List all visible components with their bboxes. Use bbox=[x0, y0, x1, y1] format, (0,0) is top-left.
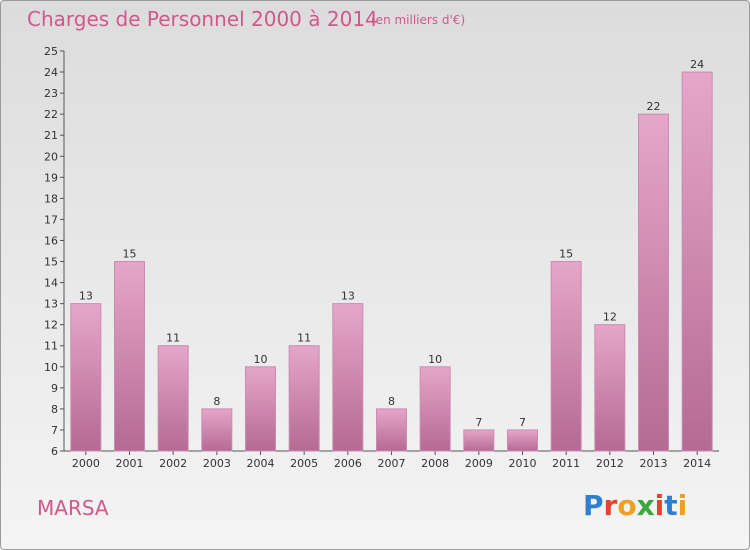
logo-letter: t bbox=[664, 489, 678, 522]
bar-2011 bbox=[550, 261, 582, 452]
bar-2007 bbox=[376, 408, 407, 452]
data-label-2012: 12 bbox=[603, 311, 617, 324]
chart-title: Charges de Personnel 2000 à 2014 bbox=[27, 7, 378, 31]
bar-2003 bbox=[201, 408, 233, 452]
data-label-2008: 10 bbox=[428, 353, 442, 366]
y-tick-label: 17 bbox=[44, 213, 58, 226]
data-label-2005: 11 bbox=[297, 332, 311, 345]
x-tick-label-2014: 2014 bbox=[683, 457, 711, 470]
y-tick-label: 10 bbox=[44, 361, 58, 374]
bar-2008 bbox=[419, 366, 451, 452]
y-tick-label: 12 bbox=[44, 319, 58, 332]
y-tick-label: 9 bbox=[51, 382, 58, 395]
y-tick-label: 18 bbox=[44, 192, 58, 205]
x-tick-label-2009: 2009 bbox=[465, 457, 493, 470]
bar-2012 bbox=[594, 324, 626, 452]
x-tick-label-2001: 2001 bbox=[116, 457, 144, 470]
bar-2014 bbox=[681, 71, 713, 452]
logo-letter: i bbox=[677, 489, 688, 522]
x-tick-label-2007: 2007 bbox=[378, 457, 406, 470]
y-tick-label: 8 bbox=[51, 403, 58, 416]
x-tick-label-2010: 2010 bbox=[509, 457, 537, 470]
y-tick-label: 6 bbox=[51, 445, 58, 458]
y-tick-label: 13 bbox=[44, 298, 58, 311]
data-label-2011: 15 bbox=[559, 248, 573, 261]
y-tick-label: 15 bbox=[44, 256, 58, 269]
x-tick-label-2002: 2002 bbox=[159, 457, 187, 470]
data-label-2010: 7 bbox=[519, 416, 526, 429]
data-label-2007: 8 bbox=[388, 395, 395, 408]
logo-letter: P bbox=[583, 489, 604, 522]
logo-letter: r bbox=[603, 489, 618, 522]
x-tick-label-2012: 2012 bbox=[596, 457, 624, 470]
x-tick-label-2006: 2006 bbox=[334, 457, 362, 470]
logo-letter: o bbox=[617, 489, 637, 522]
logo-letter: i bbox=[654, 489, 665, 522]
bar-2006 bbox=[332, 303, 364, 452]
y-tick-label: 21 bbox=[44, 129, 58, 142]
bar-2005 bbox=[288, 345, 320, 452]
x-tick-label-2005: 2005 bbox=[290, 457, 318, 470]
bar-2001 bbox=[114, 261, 145, 452]
y-tick-label: 25 bbox=[44, 45, 58, 58]
x-tick-label-2008: 2008 bbox=[421, 457, 449, 470]
data-label-2014: 24 bbox=[690, 58, 704, 71]
x-tick-label-2013: 2013 bbox=[640, 457, 668, 470]
y-tick-label: 7 bbox=[51, 424, 58, 437]
proxiti-logo: Proxiti bbox=[583, 489, 687, 522]
y-tick-label: 23 bbox=[44, 87, 58, 100]
data-label-2001: 15 bbox=[123, 248, 137, 261]
data-label-2013: 22 bbox=[647, 100, 661, 113]
bar-2002 bbox=[157, 345, 189, 452]
data-label-2003: 8 bbox=[213, 395, 220, 408]
y-tick-label: 16 bbox=[44, 234, 58, 247]
y-tick-label: 22 bbox=[44, 108, 58, 121]
bar-2004 bbox=[245, 366, 276, 452]
data-label-2004: 10 bbox=[254, 353, 268, 366]
x-tick-label-2011: 2011 bbox=[552, 457, 580, 470]
chart-subtitle: (en milliers d'€) bbox=[371, 13, 466, 27]
commune-name: MARSA bbox=[37, 496, 109, 520]
data-label-2002: 11 bbox=[166, 332, 180, 345]
bars bbox=[70, 71, 713, 452]
bar-2000 bbox=[70, 303, 102, 452]
data-label-2006: 13 bbox=[341, 290, 355, 303]
bar-2013 bbox=[638, 113, 669, 452]
logo-letter: x bbox=[636, 489, 655, 522]
y-tick-label: 20 bbox=[44, 150, 58, 163]
y-tick-label: 19 bbox=[44, 171, 58, 184]
x-tick-label-2004: 2004 bbox=[247, 457, 275, 470]
data-labels: 13 15 11 8 10 11 13 8 10 7 7 15 12 22 24 bbox=[79, 58, 704, 429]
data-label-2009: 7 bbox=[475, 416, 482, 429]
y-tick-label: 11 bbox=[44, 340, 58, 353]
y-tick-label: 24 bbox=[44, 66, 58, 79]
axes: 6 7 8 9 10 11 12 13 14 15 16 17 18 19 20 21 22 23 24 25 2000… bbox=[44, 45, 719, 470]
x-tick-label-2000: 2000 bbox=[72, 457, 100, 470]
bar-2009 bbox=[463, 429, 495, 452]
x-tick-label-2003: 2003 bbox=[203, 457, 231, 470]
bar-2010 bbox=[507, 429, 538, 452]
y-tick-label: 14 bbox=[44, 277, 58, 290]
data-label-2000: 13 bbox=[79, 290, 93, 303]
